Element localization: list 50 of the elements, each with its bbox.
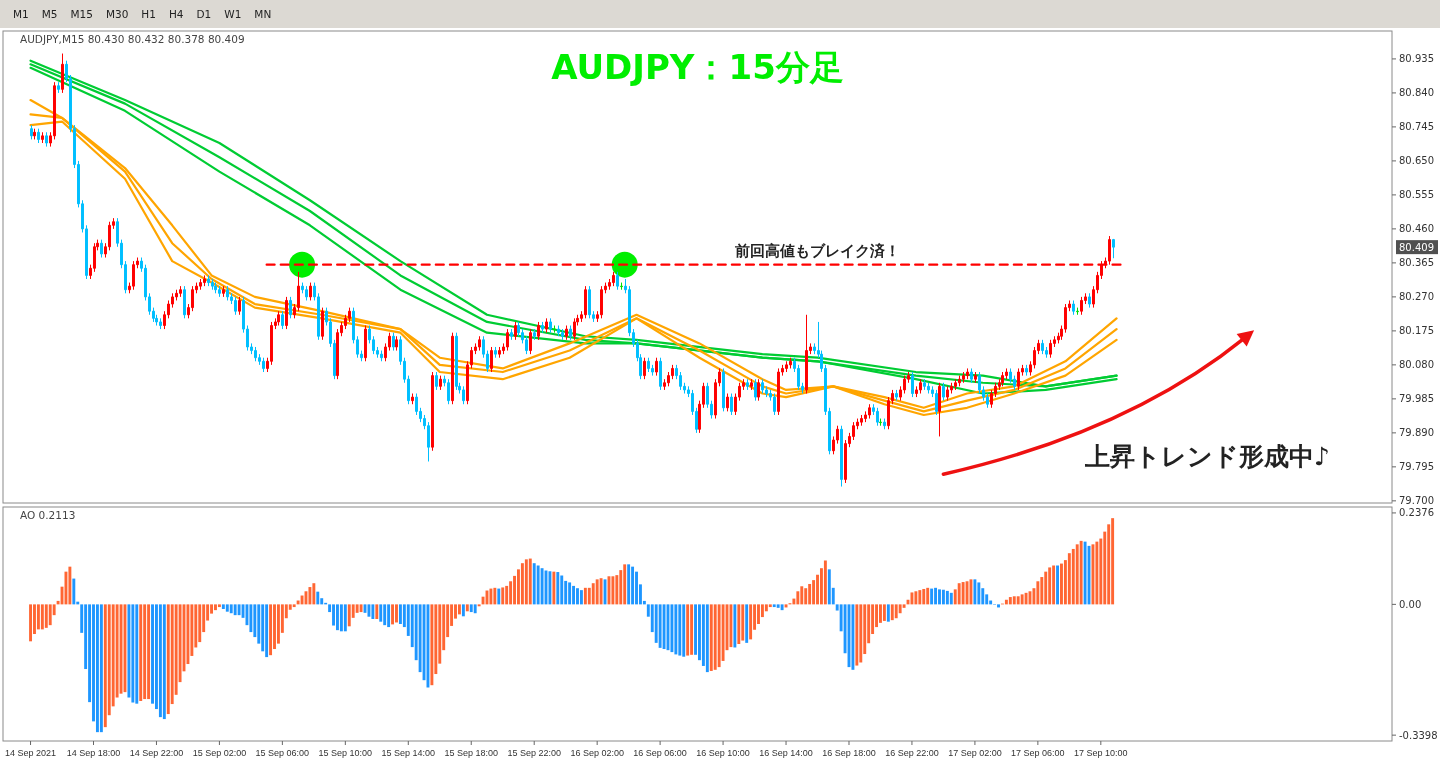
y-tick-label: 80.175 (1399, 325, 1434, 337)
y-tick-label: 0.2376 (1399, 507, 1434, 519)
x-tick-label: 15 Sep 06:00 (255, 748, 310, 758)
text: M15 (70, 8, 93, 20)
y-tick-label: 79.985 (1399, 393, 1434, 405)
text: M30 (105, 8, 129, 20)
text: W1 (224, 8, 242, 20)
text: M5 (41, 8, 58, 20)
x-tick-label: 16 Sep 10:00 (696, 748, 750, 758)
x-tick-label: 17 Sep 10:00 (1074, 748, 1128, 758)
y-tick-label: -0.3398 (1399, 729, 1438, 741)
y-tick-label: 80.555 (1399, 189, 1434, 201)
y-tick-label: 0.00 (1399, 598, 1422, 610)
y-tick-label: 80.935 (1399, 53, 1434, 65)
x-tick-label: 16 Sep 06:00 (633, 748, 687, 758)
text: D1 (196, 8, 212, 20)
chart-subtitle: AO 0.2113 (20, 509, 76, 521)
y-tick-label: 79.890 (1399, 427, 1434, 439)
annotation: 上昇トレンド形成中♪ (1084, 442, 1330, 472)
x-tick-label: 15 Sep 14:00 (381, 748, 436, 758)
x-tick-label: 16 Sep 22:00 (885, 748, 939, 758)
x-tick-label: 16 Sep 14:00 (759, 748, 813, 758)
y-tick-label: 80.745 (1399, 121, 1434, 133)
x-tick-label: 14 Sep 2021 (5, 748, 57, 758)
annotation: 前回高値もブレイク済！ (734, 241, 901, 260)
y-tick-label: 79.795 (1399, 461, 1434, 473)
text: AUDJPY：15分足 (551, 47, 844, 87)
y-tick-label: 80.080 (1399, 359, 1434, 371)
x-tick-label: 14 Sep 22:00 (129, 748, 184, 758)
text: H1 (141, 8, 156, 20)
y-tick-label: 80.650 (1399, 155, 1434, 167)
y-tick-label: 80.365 (1399, 257, 1434, 269)
x-tick-label: 14 Sep 18:00 (66, 748, 121, 758)
x-tick-label: 15 Sep 10:00 (318, 748, 373, 758)
x-tick-label: 15 Sep 22:00 (507, 748, 561, 758)
y-tick-label: 80.460 (1399, 223, 1434, 235)
y-tick-label: 79.700 (1399, 495, 1434, 507)
y-tick-label: 80.270 (1399, 291, 1434, 303)
text: M1 (13, 8, 29, 20)
x-tick-label: 17 Sep 02:00 (948, 748, 1002, 758)
text: H4 (168, 8, 184, 20)
text: 80.409 (1399, 241, 1434, 253)
x-tick-label: 16 Sep 18:00 (822, 748, 876, 758)
chart-subtitle: AUDJPY,M15 80.430 80.432 80.378 80.409 (20, 33, 245, 45)
x-tick-label: 17 Sep 06:00 (1011, 748, 1065, 758)
y-tick-label: 80.840 (1399, 87, 1434, 99)
x-tick-label: 15 Sep 02:00 (192, 748, 247, 758)
x-tick-label: 16 Sep 02:00 (570, 748, 624, 758)
x-tick-label: 15 Sep 18:00 (444, 748, 499, 758)
text: MN (254, 8, 272, 20)
